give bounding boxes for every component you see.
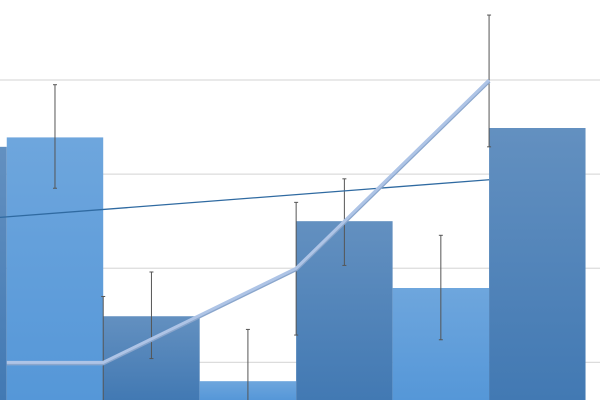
bar xyxy=(0,146,7,400)
line-path xyxy=(6,78,491,364)
trendline xyxy=(0,179,490,219)
bar xyxy=(489,128,586,400)
trendline-path xyxy=(0,179,490,219)
bar-series xyxy=(0,128,586,400)
line-series xyxy=(6,78,491,366)
